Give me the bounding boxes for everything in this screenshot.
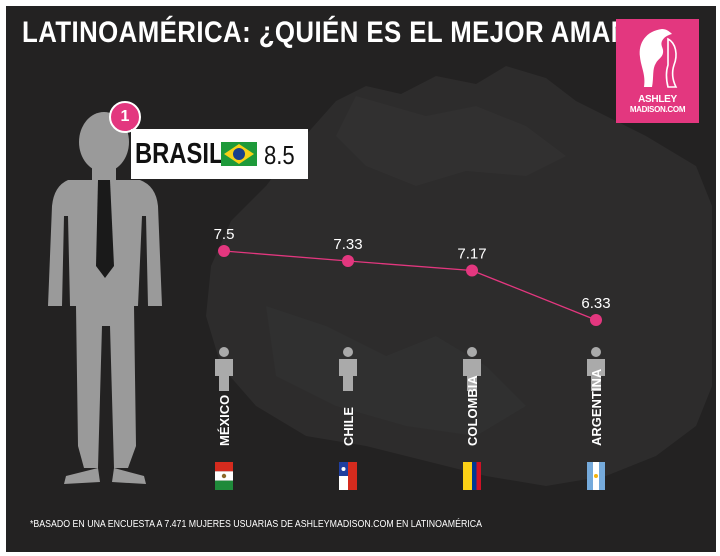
flag-field	[348, 462, 357, 476]
winner-card: BRASIL 8.5	[131, 129, 308, 179]
person-icon-body	[339, 359, 357, 391]
infographic: LATINOAMÉRICA: ¿QUIÉN ES EL MEJOR AMANTE…	[6, 6, 716, 552]
data-point	[218, 245, 230, 257]
rank-badge: 1	[109, 101, 141, 133]
map-region-south	[266, 306, 526, 436]
flag-star	[341, 467, 346, 471]
logo-text-ashley: ASHLEY	[638, 94, 677, 105]
flag-field	[339, 476, 348, 490]
data-point	[590, 314, 602, 326]
flag-emblem	[221, 473, 227, 479]
brazil-flag-icon	[221, 142, 257, 166]
data-label: 7.33	[333, 236, 362, 253]
data-label: 7.5	[214, 226, 235, 243]
winner-score: 8.5	[264, 140, 295, 170]
flag-stripe	[476, 462, 481, 490]
colombia-flag-icon	[463, 462, 481, 490]
background-map	[206, 66, 712, 486]
map-region-north	[336, 96, 566, 186]
person-icon-body	[215, 359, 233, 391]
person-icon-head	[219, 347, 229, 357]
person-icon	[463, 347, 481, 391]
series-line	[223, 250, 597, 321]
flag-stripe	[472, 462, 477, 490]
person-icon	[587, 347, 605, 391]
category-label: MÉXICO	[217, 395, 232, 446]
chile-flag-icon	[339, 462, 357, 490]
flag-stripe	[599, 462, 605, 490]
flag-stripe	[215, 480, 233, 490]
person-icon-head	[343, 347, 353, 357]
category-label: ARGENTINA	[589, 368, 604, 446]
ashley-madison-logo: ASHLEY MADISON.COM	[616, 19, 699, 123]
logo-text-madison: MADISON.COM	[629, 105, 686, 114]
data-label: 6.33	[581, 295, 610, 312]
line-chart: 7.5 MÉXICO 7.33 CHILE 7.17 COLOMBIA 6.33 ARGENT…	[214, 226, 611, 490]
flag-stripe	[463, 462, 472, 490]
data-point	[466, 264, 478, 277]
flag-sun	[594, 474, 598, 478]
mexico-flag-icon	[215, 462, 233, 490]
person-icon-body	[587, 359, 605, 391]
flag-stripe	[587, 462, 593, 490]
person-icon	[339, 347, 357, 391]
person-icon	[215, 347, 233, 391]
footnote: *BASADO EN UNA ENCUESTA A 7.471 MUJERES …	[30, 519, 483, 530]
winner-country: BRASIL	[135, 138, 224, 170]
data-label: 7.17	[457, 245, 486, 262]
page-title: LATINOAMÉRICA: ¿QUIÉN ES EL MEJOR AMANTE…	[22, 16, 691, 49]
data-point	[342, 255, 354, 268]
person-icon-head	[467, 347, 477, 357]
woman-profile-logo-icon	[639, 29, 678, 88]
flag-stripe	[215, 462, 233, 472]
category-label: CHILE	[341, 407, 356, 446]
category-label: COLOMBIA	[465, 375, 480, 446]
argentina-flag-icon	[587, 462, 605, 490]
person-icon-body	[463, 359, 481, 391]
flag-field	[348, 476, 357, 490]
person-icon-head	[591, 347, 601, 357]
